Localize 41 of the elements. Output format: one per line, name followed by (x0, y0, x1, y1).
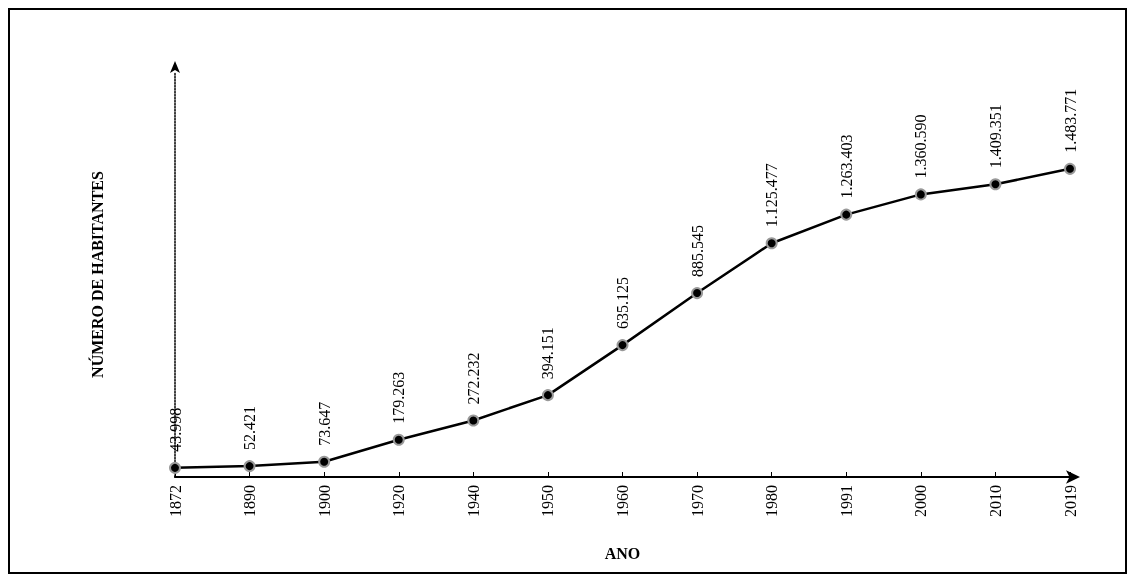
data-label: 635.125 (614, 277, 631, 330)
data-label: 73.647 (315, 401, 333, 446)
point (243, 460, 256, 473)
x-tick-label: 1890 (241, 485, 259, 517)
point (392, 433, 405, 446)
data-label: 1.483.771 (1061, 88, 1079, 153)
x-axis-title: ANO (604, 544, 641, 562)
x-tick-label: 2000 (912, 485, 930, 517)
point (169, 461, 181, 474)
x-tick-label: 1970 (688, 485, 706, 517)
x-tick-label: 1920 (390, 485, 408, 517)
data-label: 394.151 (539, 327, 557, 380)
point (765, 237, 778, 250)
data-label: 179.263 (390, 371, 408, 424)
x-tick-label: 2019 (1061, 485, 1079, 517)
x-tick-label: 1940 (464, 485, 482, 517)
x-tick-label: 1980 (763, 485, 781, 517)
point (616, 339, 629, 352)
point (914, 188, 927, 201)
data-label: 1.125.477 (763, 163, 781, 228)
data-label: 1.360.590 (912, 114, 930, 179)
point (691, 287, 704, 300)
point (541, 389, 554, 402)
point (989, 178, 1002, 191)
point (840, 208, 853, 221)
x-tick-label: 1872 (166, 485, 184, 517)
x-tick-label: 1950 (539, 485, 557, 517)
data-label: 52.421 (241, 406, 259, 451)
data-label: 1.409.351 (986, 104, 1004, 169)
point (318, 455, 331, 468)
data-label: 885.545 (688, 225, 706, 278)
x-tick-label: 1900 (315, 485, 333, 517)
point (1064, 162, 1076, 175)
y-axis-title: NÚMERO DE HABITANTES (87, 170, 106, 378)
data-label: 272.232 (464, 352, 482, 405)
data-label: 1.263.403 (837, 134, 855, 199)
x-tick-label: 1991 (837, 485, 855, 517)
x-tick-label: 1960 (614, 485, 631, 517)
data-label: 43.998 (166, 407, 184, 452)
x-tick-label: 2010 (986, 485, 1004, 517)
point (467, 414, 480, 427)
